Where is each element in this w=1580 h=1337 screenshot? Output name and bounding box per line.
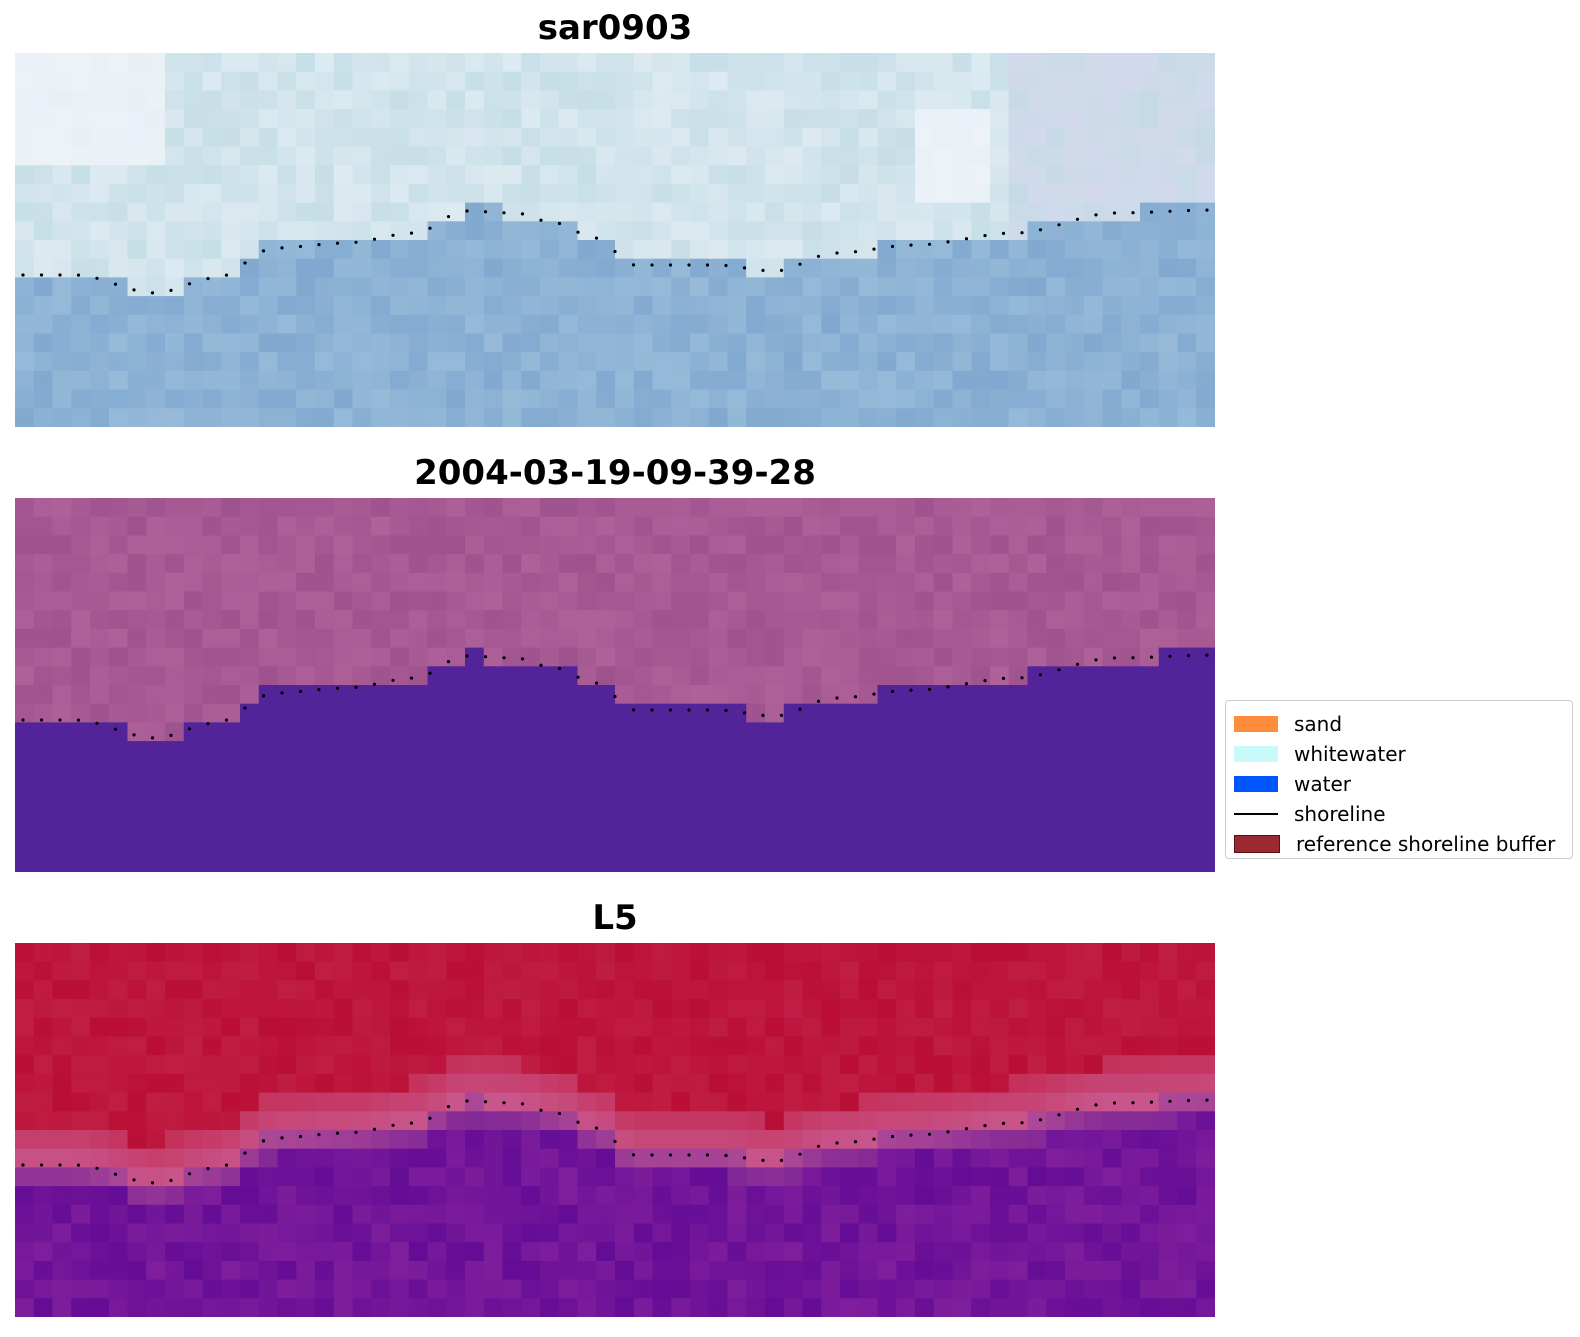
image-sar0903 bbox=[15, 53, 1215, 427]
image-l5 bbox=[15, 943, 1215, 1317]
panel-title-1: sar0903 bbox=[537, 8, 693, 48]
legend-item-shoreline: shoreline bbox=[1234, 799, 1572, 829]
image-panel-sar0903 bbox=[15, 53, 1215, 427]
legend-item-sand: sand bbox=[1234, 709, 1572, 739]
legend-swatch-sand bbox=[1234, 716, 1278, 732]
legend: sand whitewater water shoreline referenc… bbox=[1225, 700, 1573, 859]
legend-swatch-water bbox=[1234, 776, 1278, 792]
image-panel-classification bbox=[15, 498, 1215, 872]
panel-title-2: 2004-03-19-09-39-28 bbox=[414, 453, 816, 493]
legend-label-reference-shoreline-buffer: reference shoreline buffer bbox=[1296, 832, 1556, 856]
panel-title-3: L5 bbox=[592, 898, 638, 938]
legend-label-whitewater: whitewater bbox=[1294, 742, 1406, 766]
legend-label-water: water bbox=[1294, 772, 1351, 796]
legend-label-shoreline: shoreline bbox=[1294, 802, 1386, 826]
legend-item-whitewater: whitewater bbox=[1234, 739, 1572, 769]
legend-label-sand: sand bbox=[1294, 712, 1343, 736]
legend-swatch-whitewater bbox=[1234, 746, 1278, 762]
image-classification bbox=[15, 498, 1215, 872]
image-panel-l5 bbox=[15, 943, 1215, 1317]
legend-swatch-reference-shoreline-buffer bbox=[1234, 835, 1280, 853]
legend-line-shoreline bbox=[1234, 813, 1278, 815]
legend-item-reference-shoreline-buffer: reference shoreline buffer bbox=[1234, 829, 1572, 859]
legend-item-water: water bbox=[1234, 769, 1572, 799]
